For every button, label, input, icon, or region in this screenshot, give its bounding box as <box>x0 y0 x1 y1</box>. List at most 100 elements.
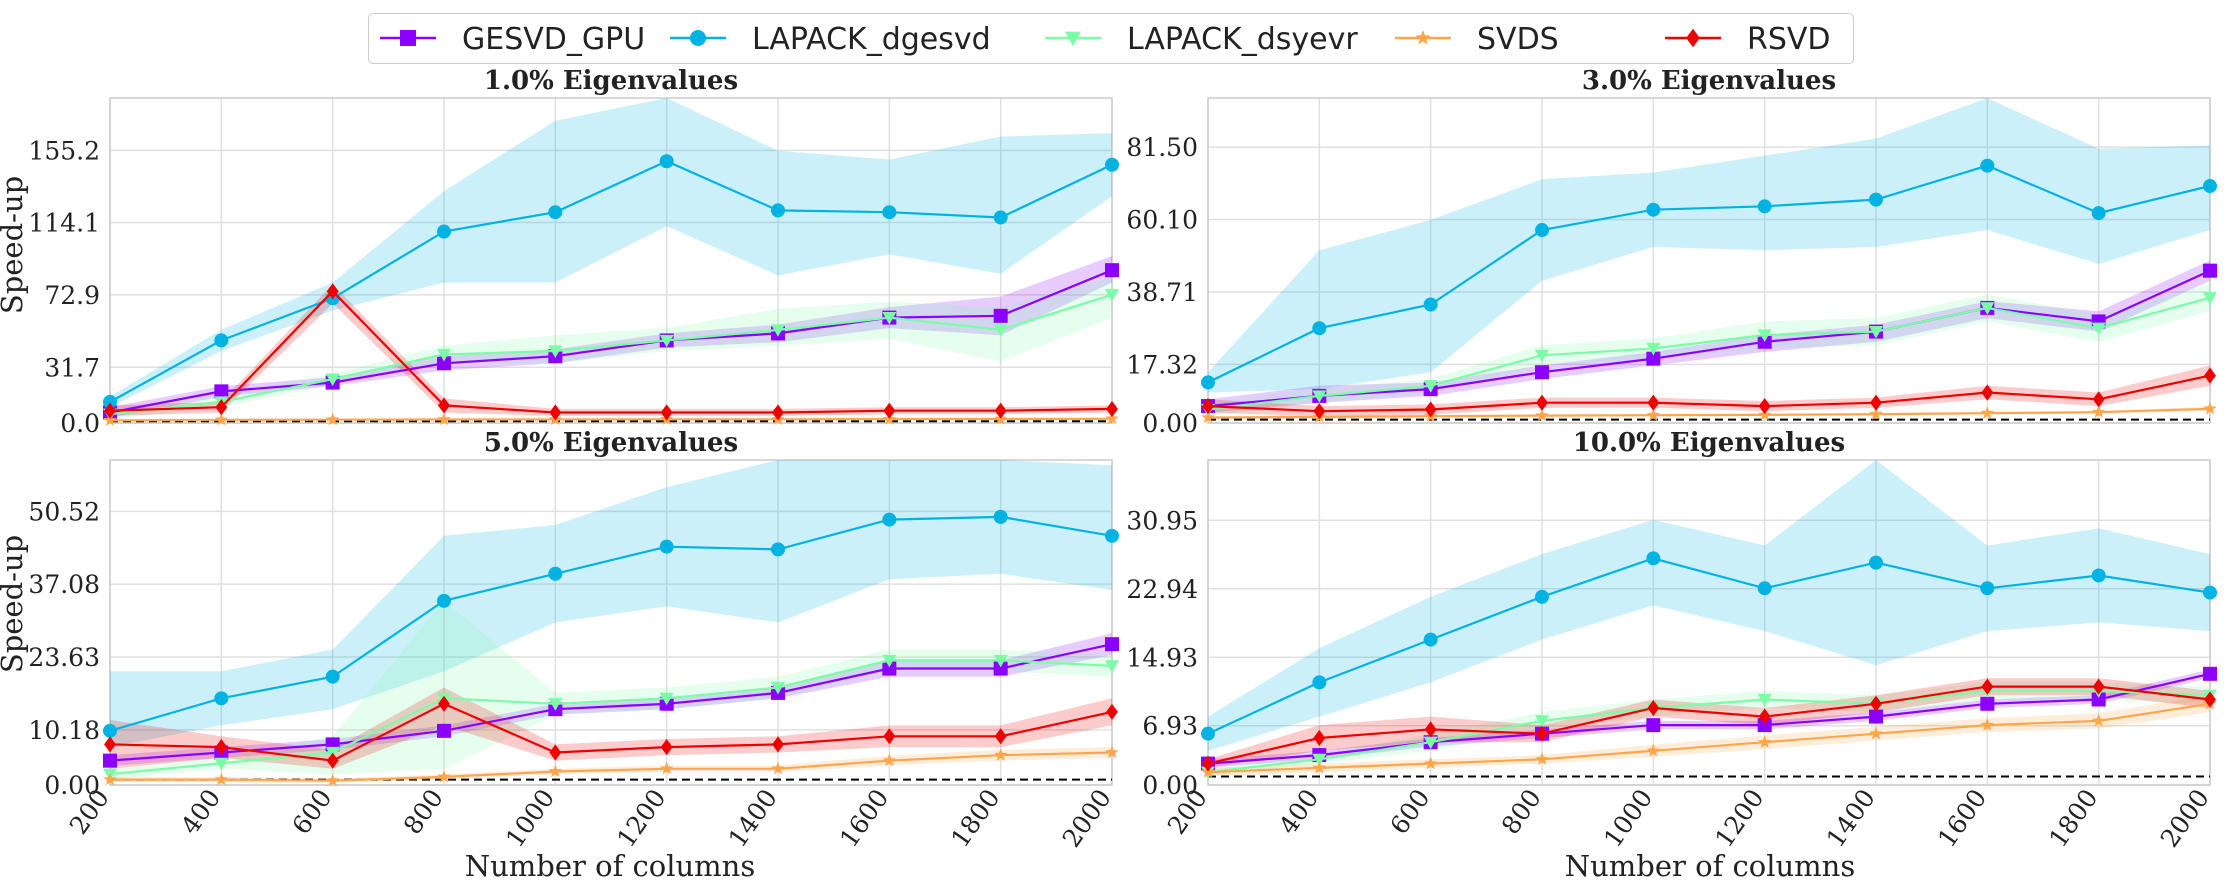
point-gesvd-gpu <box>2203 263 2217 278</box>
x-tick-label: 1400 <box>723 784 783 853</box>
point-lapack-dsyevr <box>1423 736 1438 750</box>
point-svds <box>660 761 674 775</box>
panel-title: 5.0% Eigenvalues <box>484 428 738 458</box>
point-lapack-dgesvd <box>548 566 563 581</box>
legend-marker-lapack-dsyevr <box>1065 31 1081 46</box>
point-lapack-dsyevr <box>882 654 897 668</box>
point-lapack-dsyevr <box>437 348 451 362</box>
point-lapack-dgesvd <box>2203 179 2217 194</box>
point-lapack-dgesvd <box>437 593 451 608</box>
point-svds <box>326 412 340 426</box>
point-gesvd-gpu <box>1757 718 1772 733</box>
plot-frame <box>109 97 1113 424</box>
point-svds <box>214 772 228 786</box>
y-tick-label: 72.9 <box>44 281 100 310</box>
series-rsvd <box>104 283 1118 421</box>
point-svds <box>1646 408 1660 421</box>
point-svds <box>1758 407 1772 421</box>
point-lapack-dgesvd <box>103 394 117 409</box>
point-lapack-dsyevr <box>1535 349 1549 363</box>
point-lapack-dgesvd <box>1423 632 1438 647</box>
point-lapack-dgesvd <box>1646 202 1661 217</box>
point-svds <box>1105 745 1119 759</box>
point-svds <box>214 412 228 426</box>
point-rsvd <box>438 397 450 414</box>
point-lapack-dgesvd <box>1646 551 1661 566</box>
point-lapack-dsyevr <box>1312 390 1327 403</box>
point-svds <box>2092 405 2106 418</box>
point-rsvd <box>1106 703 1118 720</box>
line-lapack-dgesvd <box>109 515 1113 732</box>
series-lapack-dgesvd <box>1201 158 2217 390</box>
band-lapack-dgesvd <box>110 98 1112 408</box>
band-lapack-dsyevr <box>110 600 1112 780</box>
point-gesvd-gpu <box>1646 351 1661 366</box>
point-svds <box>1646 743 1660 757</box>
point-rsvd <box>1536 394 1548 411</box>
point-lapack-dsyevr <box>993 324 1008 337</box>
point-rsvd <box>1313 729 1326 747</box>
point-lapack-dsyevr <box>548 698 563 711</box>
line-lapack-dsyevr <box>109 293 1113 416</box>
point-rsvd <box>1981 384 1994 401</box>
point-gesvd-gpu <box>1869 709 1883 724</box>
point-rsvd <box>1758 398 1771 415</box>
x-tick-label: 1800 <box>2043 784 2103 853</box>
point-gesvd-gpu <box>437 723 451 738</box>
point-lapack-dgesvd <box>771 203 785 218</box>
point-rsvd <box>215 739 228 756</box>
line-lapack-dsyevr <box>109 659 1113 776</box>
point-svds <box>326 773 340 787</box>
point-rsvd <box>326 752 339 769</box>
panel-10-0-eigenvalues: 0.00 6.93 14.93 22.94 30.95 10.0% Eigenvalues… <box>1126 428 2217 853</box>
y-axis-label-bottom: Speed-up <box>0 535 29 673</box>
point-lapack-dsyevr <box>771 324 785 337</box>
point-svds <box>1535 408 1549 422</box>
point-lapack-dgesvd <box>214 691 229 706</box>
point-svds <box>437 412 451 426</box>
point-svds <box>771 761 785 775</box>
x-tick-label: 2000 <box>2155 784 2215 853</box>
point-lapack-dsyevr <box>1646 342 1661 356</box>
point-gesvd-gpu <box>2091 692 2106 707</box>
legend-box <box>368 13 1854 64</box>
y-tick-label: 50.52 <box>28 497 100 526</box>
y-tick-label: 17.32 <box>1126 350 1198 379</box>
point-lapack-dsyevr <box>548 345 563 358</box>
line-rsvd <box>109 702 1113 762</box>
point-lapack-dsyevr <box>771 681 785 695</box>
line-rsvd <box>1207 685 2211 765</box>
point-svds <box>1980 718 1994 731</box>
point-lapack-dgesvd <box>2091 206 2106 221</box>
x-tick-label: 800 <box>398 784 449 840</box>
y-tick-label: 14.93 <box>1126 643 1198 672</box>
point-lapack-dgesvd <box>993 210 1008 225</box>
point-gesvd-gpu <box>1105 637 1119 652</box>
point-rsvd <box>1424 401 1437 418</box>
series-svds <box>1201 401 2217 424</box>
point-lapack-dgesvd <box>437 224 451 239</box>
point-svds <box>1424 756 1438 770</box>
band-rsvd <box>110 687 1112 769</box>
legend-label-rsvd: RSVD <box>1747 22 1831 57</box>
legend-item-svds: SVDS <box>1395 22 1559 57</box>
point-lapack-dgesvd <box>1980 158 1995 173</box>
point-rsvd <box>104 402 116 419</box>
line-gesvd-gpu <box>1207 672 2211 765</box>
point-rsvd <box>1202 398 1214 415</box>
point-rsvd <box>1870 394 1882 411</box>
point-rsvd <box>883 728 896 745</box>
point-svds <box>2203 401 2217 415</box>
point-rsvd <box>1981 678 1994 695</box>
line-gesvd-gpu <box>1207 269 2211 408</box>
series-gesvd-gpu <box>103 263 1119 420</box>
y-tick-label: 60.10 <box>1126 206 1198 235</box>
band-lapack-dgesvd <box>1208 460 2210 751</box>
point-lapack-dsyevr <box>993 654 1008 668</box>
point-lapack-dgesvd <box>2091 568 2106 583</box>
point-svds <box>437 769 451 783</box>
line-lapack-dgesvd <box>1207 164 2211 384</box>
point-gesvd-gpu <box>1535 365 1549 380</box>
point-rsvd <box>1313 403 1326 420</box>
point-gesvd-gpu <box>437 356 451 371</box>
